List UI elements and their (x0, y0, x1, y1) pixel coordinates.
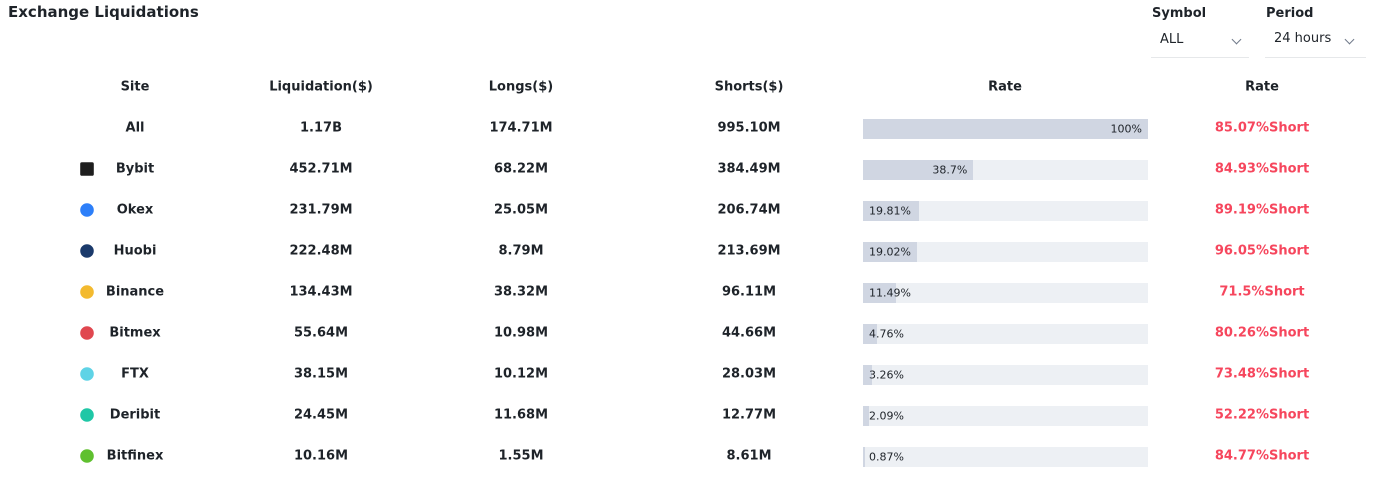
rate-label: 11.49% (869, 286, 911, 300)
site-name: Bitmex (109, 325, 161, 341)
longs: 25.05M (493, 202, 549, 218)
column-header: Liquidation($) (269, 79, 373, 95)
column-header: Site (120, 79, 150, 95)
liquidation: 38.15M (293, 366, 349, 382)
site-icon (80, 326, 94, 340)
page-title: Exchange Liquidations (8, 3, 199, 21)
rate-track (863, 324, 1148, 344)
site-name: Bitfinex (106, 448, 164, 464)
site-name: Binance (105, 284, 165, 300)
rate-label: 3.26% (869, 368, 904, 382)
site-name: Okex (116, 202, 154, 218)
short-rate: 84.93%Short (1214, 161, 1310, 177)
liquidation: 24.45M (293, 407, 349, 423)
rate-label: 4.76% (869, 327, 904, 341)
rate-bar (863, 242, 918, 262)
symbol-select[interactable] (1151, 0, 1249, 58)
rate-bar (863, 160, 974, 180)
short-rate: 85.07%Short (1214, 120, 1310, 136)
filter-value[interactable]: ALL (1160, 32, 1184, 47)
site-icon (80, 408, 94, 422)
site-name: Huobi (113, 243, 157, 259)
longs: 11.68M (493, 407, 549, 423)
rate-bar (863, 406, 869, 426)
rate-label: 19.02% (869, 245, 911, 259)
period-select[interactable] (1265, 0, 1366, 58)
short-rate: 96.05%Short (1214, 243, 1310, 259)
column-header: Rate (988, 79, 1022, 95)
column-header: Rate (1245, 79, 1279, 95)
short-rate: 80.26%Short (1214, 325, 1310, 341)
liquidation: 222.48M (289, 243, 353, 259)
liquidation: 134.43M (289, 284, 353, 300)
liquidation: 55.64M (293, 325, 349, 341)
rate-label: 38.7% (932, 163, 968, 177)
site-icon (80, 244, 94, 258)
site-name: FTX (121, 366, 149, 382)
rate-bar (863, 119, 1148, 139)
rate-bar (863, 324, 877, 344)
shorts: 28.03M (721, 366, 777, 382)
rate-bar (863, 365, 873, 385)
short-rate: 52.22%Short (1214, 407, 1310, 423)
longs: 10.98M (493, 325, 549, 341)
liquidation: 1.17B (300, 120, 342, 136)
liquidation: 231.79M (289, 202, 353, 218)
shorts: 206.74M (717, 202, 781, 218)
liquidation: 10.16M (293, 448, 349, 464)
rate-bar (863, 201, 920, 221)
shorts: 213.69M (717, 243, 781, 259)
site-name: All (125, 120, 145, 136)
short-rate: 89.19%Short (1214, 202, 1310, 218)
longs: 8.79M (498, 243, 544, 259)
site-icon (80, 367, 94, 381)
rate-label: 100% (1110, 122, 1142, 136)
site-icon (80, 285, 94, 299)
filter-value[interactable]: 24 hours (1274, 31, 1332, 46)
longs: 38.32M (493, 284, 549, 300)
site-icon (80, 449, 94, 463)
rate-label: 2.09% (869, 409, 904, 423)
rate-track (863, 201, 1148, 221)
short-rate: 71.5%Short (1219, 284, 1305, 300)
shorts: 995.10M (717, 120, 781, 136)
short-rate: 84.77%Short (1214, 448, 1310, 464)
site-icon (80, 203, 94, 217)
longs: 174.71M (489, 120, 553, 136)
filter-label: Period (1266, 6, 1314, 21)
rate-bar (863, 447, 866, 467)
shorts: 12.77M (721, 407, 777, 423)
rate-label: 0.87% (869, 450, 904, 464)
shorts: 96.11M (721, 284, 777, 300)
rate-track (863, 406, 1148, 426)
site-name: Deribit (109, 407, 161, 423)
longs: 68.22M (493, 161, 549, 177)
rate-bar (863, 283, 896, 303)
short-rate: 73.48%Short (1214, 366, 1310, 382)
filter-label: Symbol (1152, 6, 1207, 21)
column-header: Shorts($) (714, 79, 784, 95)
rate-label: 19.81% (869, 204, 911, 218)
site-icon (80, 162, 94, 176)
longs: 1.55M (498, 448, 544, 464)
longs: 10.12M (493, 366, 549, 382)
rate-track (863, 283, 1148, 303)
rate-track (863, 242, 1148, 262)
column-header: Longs($) (488, 79, 554, 95)
liquidation: 452.71M (289, 161, 353, 177)
site-name: Bybit (115, 161, 155, 177)
rate-track (863, 447, 1148, 467)
shorts: 44.66M (721, 325, 777, 341)
rate-track (863, 365, 1148, 385)
shorts: 384.49M (717, 161, 781, 177)
shorts: 8.61M (726, 448, 772, 464)
